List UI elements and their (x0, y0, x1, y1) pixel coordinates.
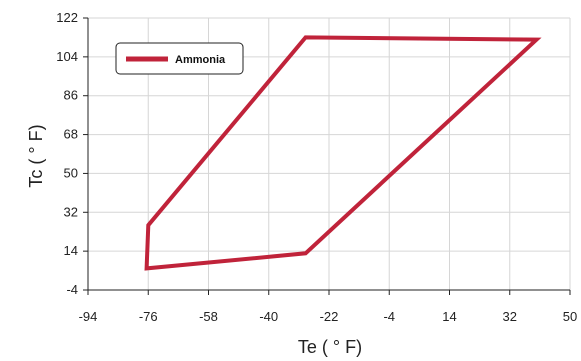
x-tick-labels: -94 -76 -58 -40 -22 -4 14 32 50 (79, 309, 578, 324)
y-tick-label: -4 (66, 282, 78, 297)
axes (87, 18, 570, 291)
x-tick-label: -4 (383, 309, 395, 324)
y-tick-label: 32 (64, 204, 78, 219)
series-layer (144, 35, 542, 271)
y-tick-labels: -4 14 32 50 68 86 104 122 (56, 10, 78, 297)
x-tick-label: -22 (320, 309, 339, 324)
y-tick-label: 14 (64, 243, 78, 258)
y-tick-label: 122 (56, 10, 78, 25)
x-tick-label: -58 (199, 309, 218, 324)
x-tick-label: 50 (563, 309, 577, 324)
legend-box (115, 42, 244, 75)
x-tick-label: -94 (79, 309, 98, 324)
y-tick-label: 104 (56, 49, 78, 64)
series-ammonia-line (144, 35, 542, 271)
legend: Ammonia (115, 42, 244, 75)
y-tick-label: 86 (64, 88, 78, 103)
x-tick-label: -40 (259, 309, 278, 324)
x-tick-label: 14 (442, 309, 456, 324)
legend-label: Ammonia (175, 54, 226, 66)
y-tick-label: 50 (64, 165, 78, 180)
x-tick-label: -76 (139, 309, 158, 324)
x-axis-title: Te ( ° F) (298, 337, 362, 357)
x-tick-label: 32 (503, 309, 517, 324)
y-tick-label: 68 (64, 127, 78, 142)
grid (83, 17, 571, 295)
y-axis-title: Tc ( ° F) (26, 124, 46, 187)
